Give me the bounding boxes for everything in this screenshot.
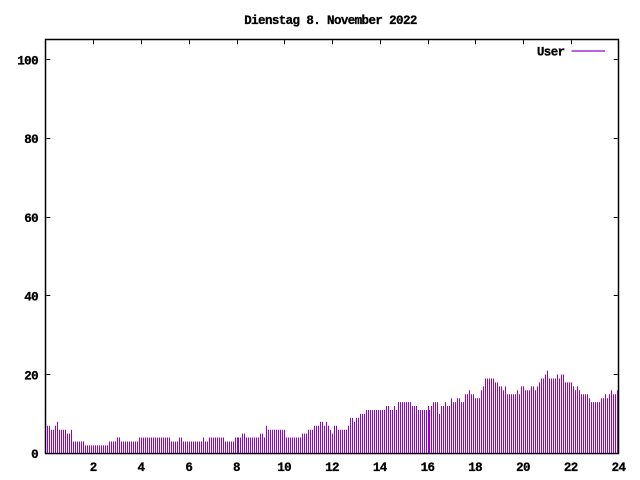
svg-text:6: 6 <box>185 461 192 475</box>
svg-text:User: User <box>537 45 565 59</box>
svg-text:20: 20 <box>24 369 38 383</box>
svg-text:40: 40 <box>24 291 38 305</box>
svg-text:80: 80 <box>24 133 38 147</box>
svg-text:22: 22 <box>564 461 578 475</box>
svg-text:4: 4 <box>138 461 146 475</box>
svg-text:24: 24 <box>612 461 627 475</box>
svg-text:16: 16 <box>421 461 435 475</box>
svg-text:12: 12 <box>325 461 339 475</box>
svg-text:Dienstag 8. November 2022: Dienstag 8. November 2022 <box>244 14 417 28</box>
svg-text:18: 18 <box>468 461 482 475</box>
svg-text:8: 8 <box>233 461 240 475</box>
svg-text:20: 20 <box>516 461 530 475</box>
svg-text:0: 0 <box>31 448 38 462</box>
svg-text:10: 10 <box>277 461 291 475</box>
svg-text:60: 60 <box>24 212 38 226</box>
svg-text:100: 100 <box>17 54 38 68</box>
svg-text:2: 2 <box>90 461 97 475</box>
svg-text:14: 14 <box>373 461 388 475</box>
